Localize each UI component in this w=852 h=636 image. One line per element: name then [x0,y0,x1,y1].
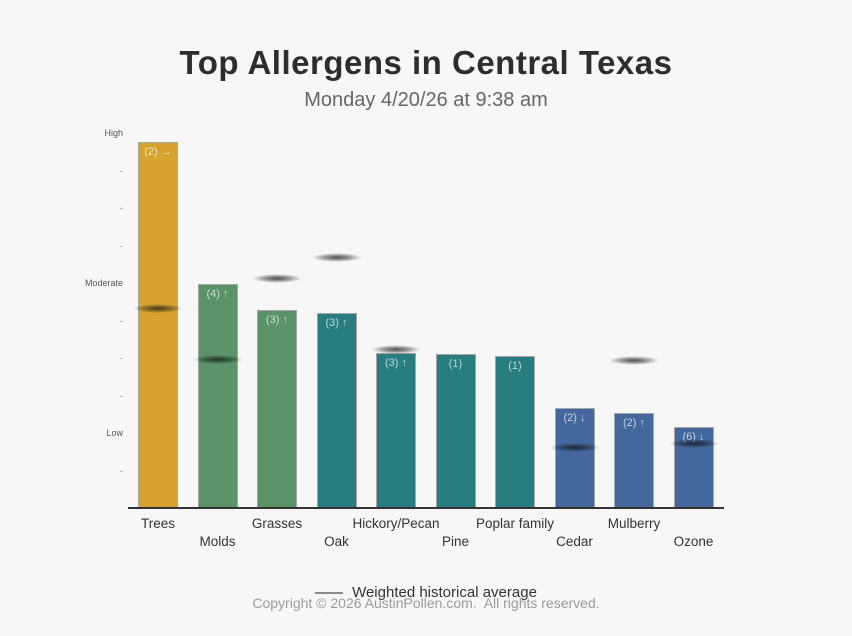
bar-value-label: (1) [448,358,463,371]
historical-average-marker [252,273,302,283]
historical-average-marker [133,303,183,313]
legend: Weighted historical average [0,584,852,601]
y-axis-minor-tick: - [120,165,123,176]
x-axis-label: Ozone [673,534,714,549]
x-axis-label: Oak [324,534,349,549]
bar-molds: (4) ↑ [197,284,238,508]
historical-average-marker [609,356,659,366]
y-axis-tick-label: Low [106,428,123,438]
bar-value-label: (3) ↑ [266,314,288,327]
x-axis-label: Molds [199,534,236,549]
legend-line-marker [315,591,344,594]
y-axis-minor-tick: - [120,203,123,213]
x-axis-label: Cedar [556,534,593,549]
y-axis-minor-tick: - [120,315,123,326]
bar-oak: (3) ↑ [316,312,357,508]
copyright-text: Copyright © 2026 AustinPollen.com. All r… [252,595,600,611]
y-axis-minor-tick: - [120,353,123,363]
chart-title: Top Allergens in Central Texas [179,44,673,81]
y-axis-tick-label: High [104,128,123,138]
x-axis-line [128,507,724,509]
x-axis-label: Grasses [251,516,303,531]
bar-value-label: (2) ↑ [623,417,645,430]
bar-trees: (2) → [138,141,178,508]
bar-value-label: (4) ↑ [206,288,229,300]
historical-average-marker [311,253,362,263]
x-axis-label: Poplar family [475,516,555,531]
y-axis-minor-tick: - [120,465,123,476]
x-axis-label: Pine [441,534,470,549]
y-axis-minor-tick: - [120,390,123,401]
bar-value-label: (3) ↑ [325,316,348,329]
bar-hickory-pecan: (3) ↑ [376,353,416,508]
y-axis-tick-label: Moderate [84,278,123,288]
historical-average-marker [192,354,243,364]
x-axis-label: Hickory/Pecan [352,516,440,531]
historical-average-marker [668,438,719,448]
bar-mulberry: (2) ↑ [614,413,654,508]
x-axis-label: Mulberry [607,516,661,531]
bar-value-label: (3) ↑ [385,357,407,370]
bar-value-label: (2) ↓ [563,411,586,424]
bar-poplar-family: (1) [495,356,535,508]
bar-value-label: (1) [508,360,522,372]
bar-pine: (1) [435,354,476,508]
bar-value-label: (2) → [144,145,172,158]
x-axis-label: Trees [140,516,175,531]
historical-average-marker [371,345,421,355]
bar-grasses: (3) ↑ [257,310,297,508]
legend-label: Weighted historical average [352,584,537,601]
historical-average-marker [549,442,600,452]
chart-subtitle: Monday 4/20/26 at 9:38 am [304,89,548,111]
bar-cedar: (2) ↓ [554,407,595,508]
y-axis-minor-tick: - [120,240,123,251]
